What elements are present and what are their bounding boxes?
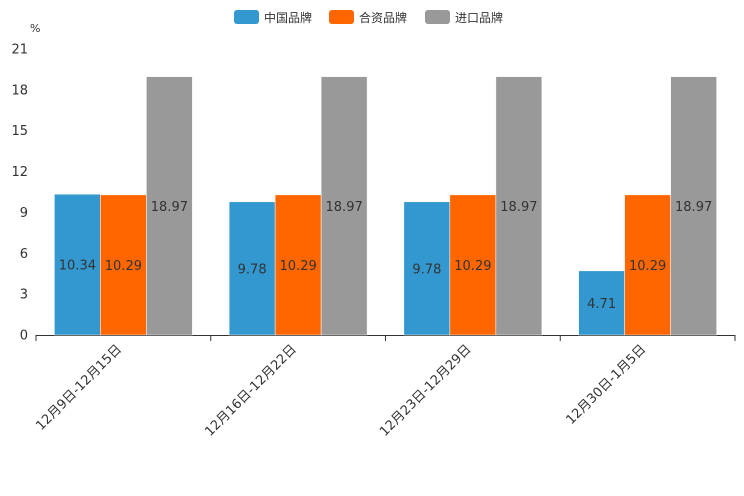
y-tick-label: 21 (11, 43, 28, 58)
data-label: 10.29 (280, 259, 317, 274)
bar[interactable] (449, 194, 497, 336)
legend-label-import-brand: 进口品牌 (455, 10, 504, 25)
x-tick-label: 12月30日-1月5日 (563, 342, 649, 428)
data-label: 9.78 (412, 262, 441, 277)
legend-label-china-brand: 中国品牌 (264, 10, 313, 25)
data-label: 10.29 (454, 259, 491, 274)
data-label: 18.97 (500, 200, 537, 215)
data-label: 18.97 (151, 200, 188, 215)
y-tick-label: 3 (20, 288, 28, 303)
data-label: 4.71 (587, 297, 616, 312)
legend-item-china-brand[interactable]: 中国品牌 (234, 8, 312, 26)
data-label: 10.29 (105, 259, 142, 274)
bar[interactable] (146, 76, 193, 336)
data-label: 18.97 (326, 200, 363, 215)
data-label: 18.97 (675, 200, 712, 215)
data-label: 9.78 (238, 262, 267, 277)
y-tick-label: 6 (20, 247, 28, 262)
legend-swatch-joint-venture-brand (329, 10, 354, 24)
legend-swatch-china-brand (234, 10, 259, 24)
y-tick-label: 18 (11, 83, 28, 98)
y-tick-label: 9 (20, 206, 28, 221)
legend: 中国品牌 合资品牌 进口品牌 (0, 8, 744, 26)
bar[interactable] (578, 270, 625, 336)
bar[interactable] (670, 76, 717, 336)
y-tick-label: 12 (11, 165, 28, 180)
bar[interactable] (228, 201, 276, 336)
bar[interactable] (100, 194, 147, 336)
bar[interactable] (624, 194, 671, 336)
bar[interactable] (274, 194, 322, 336)
y-axis-unit: % (30, 22, 41, 35)
x-tick-label: 12月16日-12月22日 (202, 342, 299, 439)
legend-label-joint-venture-brand: 合资品牌 (359, 10, 408, 25)
bar[interactable] (403, 201, 451, 336)
legend-item-import-brand[interactable]: 进口品牌 (425, 8, 503, 26)
bar[interactable] (320, 76, 368, 336)
legend-swatch-import-brand (425, 10, 450, 24)
y-tick-label: 15 (11, 124, 28, 139)
data-label: 10.29 (629, 259, 666, 274)
y-tick-label: 0 (20, 329, 28, 344)
legend-item-joint-venture-brand[interactable]: 合资品牌 (329, 8, 407, 26)
x-tick-label: 12月23日-12月29日 (377, 342, 474, 439)
data-label: 10.34 (59, 259, 96, 274)
bar[interactable] (495, 76, 543, 336)
bar[interactable] (54, 193, 101, 336)
x-tick-label: 12月9日-12月15日 (33, 342, 125, 434)
